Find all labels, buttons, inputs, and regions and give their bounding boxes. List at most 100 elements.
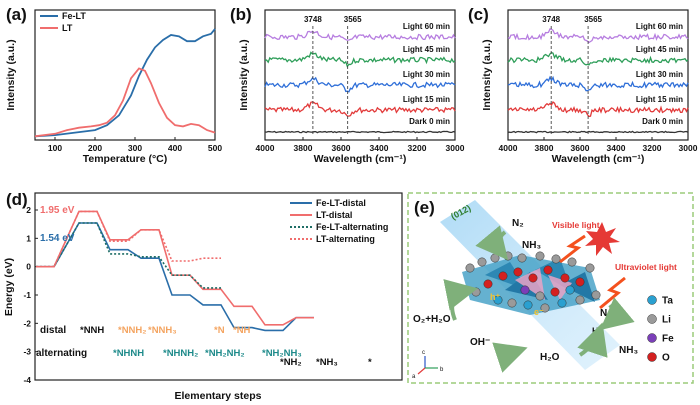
d-distal-state-2: *NNH₃: [148, 325, 177, 336]
panel-d-label: (d): [6, 190, 28, 209]
distal-row-label: distal: [40, 325, 66, 336]
panel-b-frame: [264, 9, 456, 141]
lightning-visible-icon: [559, 234, 586, 264]
panel-b-ylabel: Intensity (a.u.): [238, 39, 250, 110]
c-lines-xtick-label-0: 4000: [499, 143, 518, 153]
legend-atom-ta: [647, 295, 657, 305]
legend-atom-label-li: Li: [662, 315, 671, 326]
panel-c-xticks: 4000 3800 3600 3400 3200 3000: [499, 137, 698, 153]
d-alt-state-2: *NH₂NH₂: [205, 348, 245, 359]
atom-23: [520, 285, 530, 295]
d-distal-state-5: *NH₂: [280, 357, 302, 368]
atom-17: [498, 271, 508, 281]
atom-13: [540, 303, 550, 313]
n2-top: N₂: [512, 218, 524, 229]
atom-3: [503, 251, 513, 261]
b-lines-xtick-label-4: 3200: [408, 143, 427, 153]
c-lines-series-label-3: Light 45 min: [636, 45, 683, 54]
legend-atom-fe: [647, 333, 657, 343]
c-lines-marker-label-1: 3565: [584, 15, 602, 24]
atom-20: [543, 265, 553, 275]
atom-19: [528, 273, 538, 283]
atom-1: [477, 257, 487, 267]
b-lines-marker-label-0: 3748: [304, 15, 322, 24]
panel-b: (b) Intensity (a.u.) Wavelength (cm⁻¹) 4…: [230, 5, 465, 165]
c-lines-series-4: [507, 28, 689, 44]
b-lines-series-label-1: Light 15 min: [403, 95, 450, 104]
atom-14: [557, 298, 567, 308]
arrow-n2-right: [599, 297, 635, 331]
oh-minus: OH⁻: [470, 337, 490, 348]
d-ytick-label-4: -2: [23, 318, 31, 328]
n2-right: N₂: [600, 308, 612, 319]
d-alt-state-1: *NHNH₂: [163, 348, 198, 359]
legend-lt-distal: LT-distal: [316, 210, 352, 220]
panel-b-label: (b): [230, 5, 252, 24]
annotation-1-54: 1.54 eV: [40, 233, 75, 244]
arrow-oh: [492, 342, 528, 373]
b-lines-series-label-4: Light 60 min: [403, 22, 450, 31]
panel-d-series: [36, 210, 314, 332]
d-series-2: [36, 222, 221, 289]
legend-atom-li: [647, 314, 657, 324]
panel-e: (e) (012) Visible light Ultraviolet ligh…: [407, 192, 694, 384]
d-alt-state-0: *NHNH: [113, 348, 144, 359]
atom-15: [575, 295, 585, 305]
annotation-1-95: 1.95 eV: [40, 205, 75, 216]
d-ytick-label-6: -4: [23, 375, 31, 385]
d-ytick-label-0: 2: [26, 205, 31, 215]
a-series-1: [34, 67, 216, 138]
sun-icon: [585, 222, 620, 256]
d-series-3: [36, 210, 221, 268]
panel-b-xlabel: Wavelength (cm⁻¹): [314, 153, 407, 165]
b-lines-series-2: [264, 76, 456, 93]
panel-a: (a) Intensity (a.u.) Temperature (°C) 10…: [5, 5, 222, 165]
b-lines-series-0: [264, 130, 456, 134]
c-lines-marker-label-0: 3748: [542, 15, 560, 24]
b-lines-series-label-3: Light 45 min: [403, 45, 450, 54]
o2-h2o: O₂+H₂O: [413, 314, 451, 325]
b-lines-xtick-label-3: 3400: [370, 143, 389, 153]
atom-legend: Ta Li Fe O: [647, 295, 674, 364]
a-series-0: [34, 28, 216, 138]
d-distal-state-6: *NH₃: [316, 357, 338, 368]
atom-6: [551, 254, 561, 264]
atom-25: [483, 279, 493, 289]
panel-b-series: Dark 0 min Light 15 min Light 30 min Light …: [264, 15, 456, 135]
b-lines-series-label-2: Light 30 min: [403, 70, 450, 79]
arrow-o2: [443, 279, 478, 321]
b-lines-series-4: [264, 30, 456, 41]
atom-8: [585, 263, 595, 273]
b-lines-series-3: [264, 51, 456, 68]
panel-d-xlabel: Elementary steps: [175, 390, 262, 402]
legend-lt: LT: [62, 23, 73, 33]
b-lines-xtick-label-0: 4000: [256, 143, 275, 153]
a-xtick-label-2: 300: [128, 143, 142, 153]
atom-10: [493, 295, 503, 305]
b-lines-series-1: [264, 101, 456, 117]
legend-fe-distal: Fe-LT-distal: [316, 198, 366, 208]
d-ytick-label-2: 0: [26, 262, 31, 272]
panel-e-label: (e): [414, 198, 435, 217]
a-xtick-label-4: 500: [208, 143, 222, 153]
panel-a-legend: Fe-LT LT: [40, 11, 86, 33]
nh3-top: NH₃: [522, 240, 541, 251]
arrow-n2-top: [475, 225, 509, 261]
panel-c-ylabel: Intensity (a.u.): [481, 39, 493, 110]
axis-c: c: [422, 350, 425, 356]
c-lines-series-label-4: Light 60 min: [636, 22, 683, 31]
octahedron-4: [560, 272, 595, 302]
atom-22: [575, 277, 585, 287]
panel-a-series: [34, 28, 216, 138]
panel-d-ylabel: Energy (eV): [3, 258, 15, 316]
panel-c-frame: [507, 9, 689, 141]
panel-a-xlabel: Temperature (°C): [83, 153, 168, 165]
d-distal-state-7: *: [368, 357, 372, 368]
atom-16: [591, 290, 601, 300]
atom-2: [490, 253, 500, 263]
d-distal-state-3: *N: [214, 325, 225, 336]
legend-fe-alt: Fe-LT-alternating: [316, 222, 388, 232]
c-lines-xtick-label-5: 3000: [679, 143, 698, 153]
legend-atom-label-ta: Ta: [662, 296, 673, 307]
